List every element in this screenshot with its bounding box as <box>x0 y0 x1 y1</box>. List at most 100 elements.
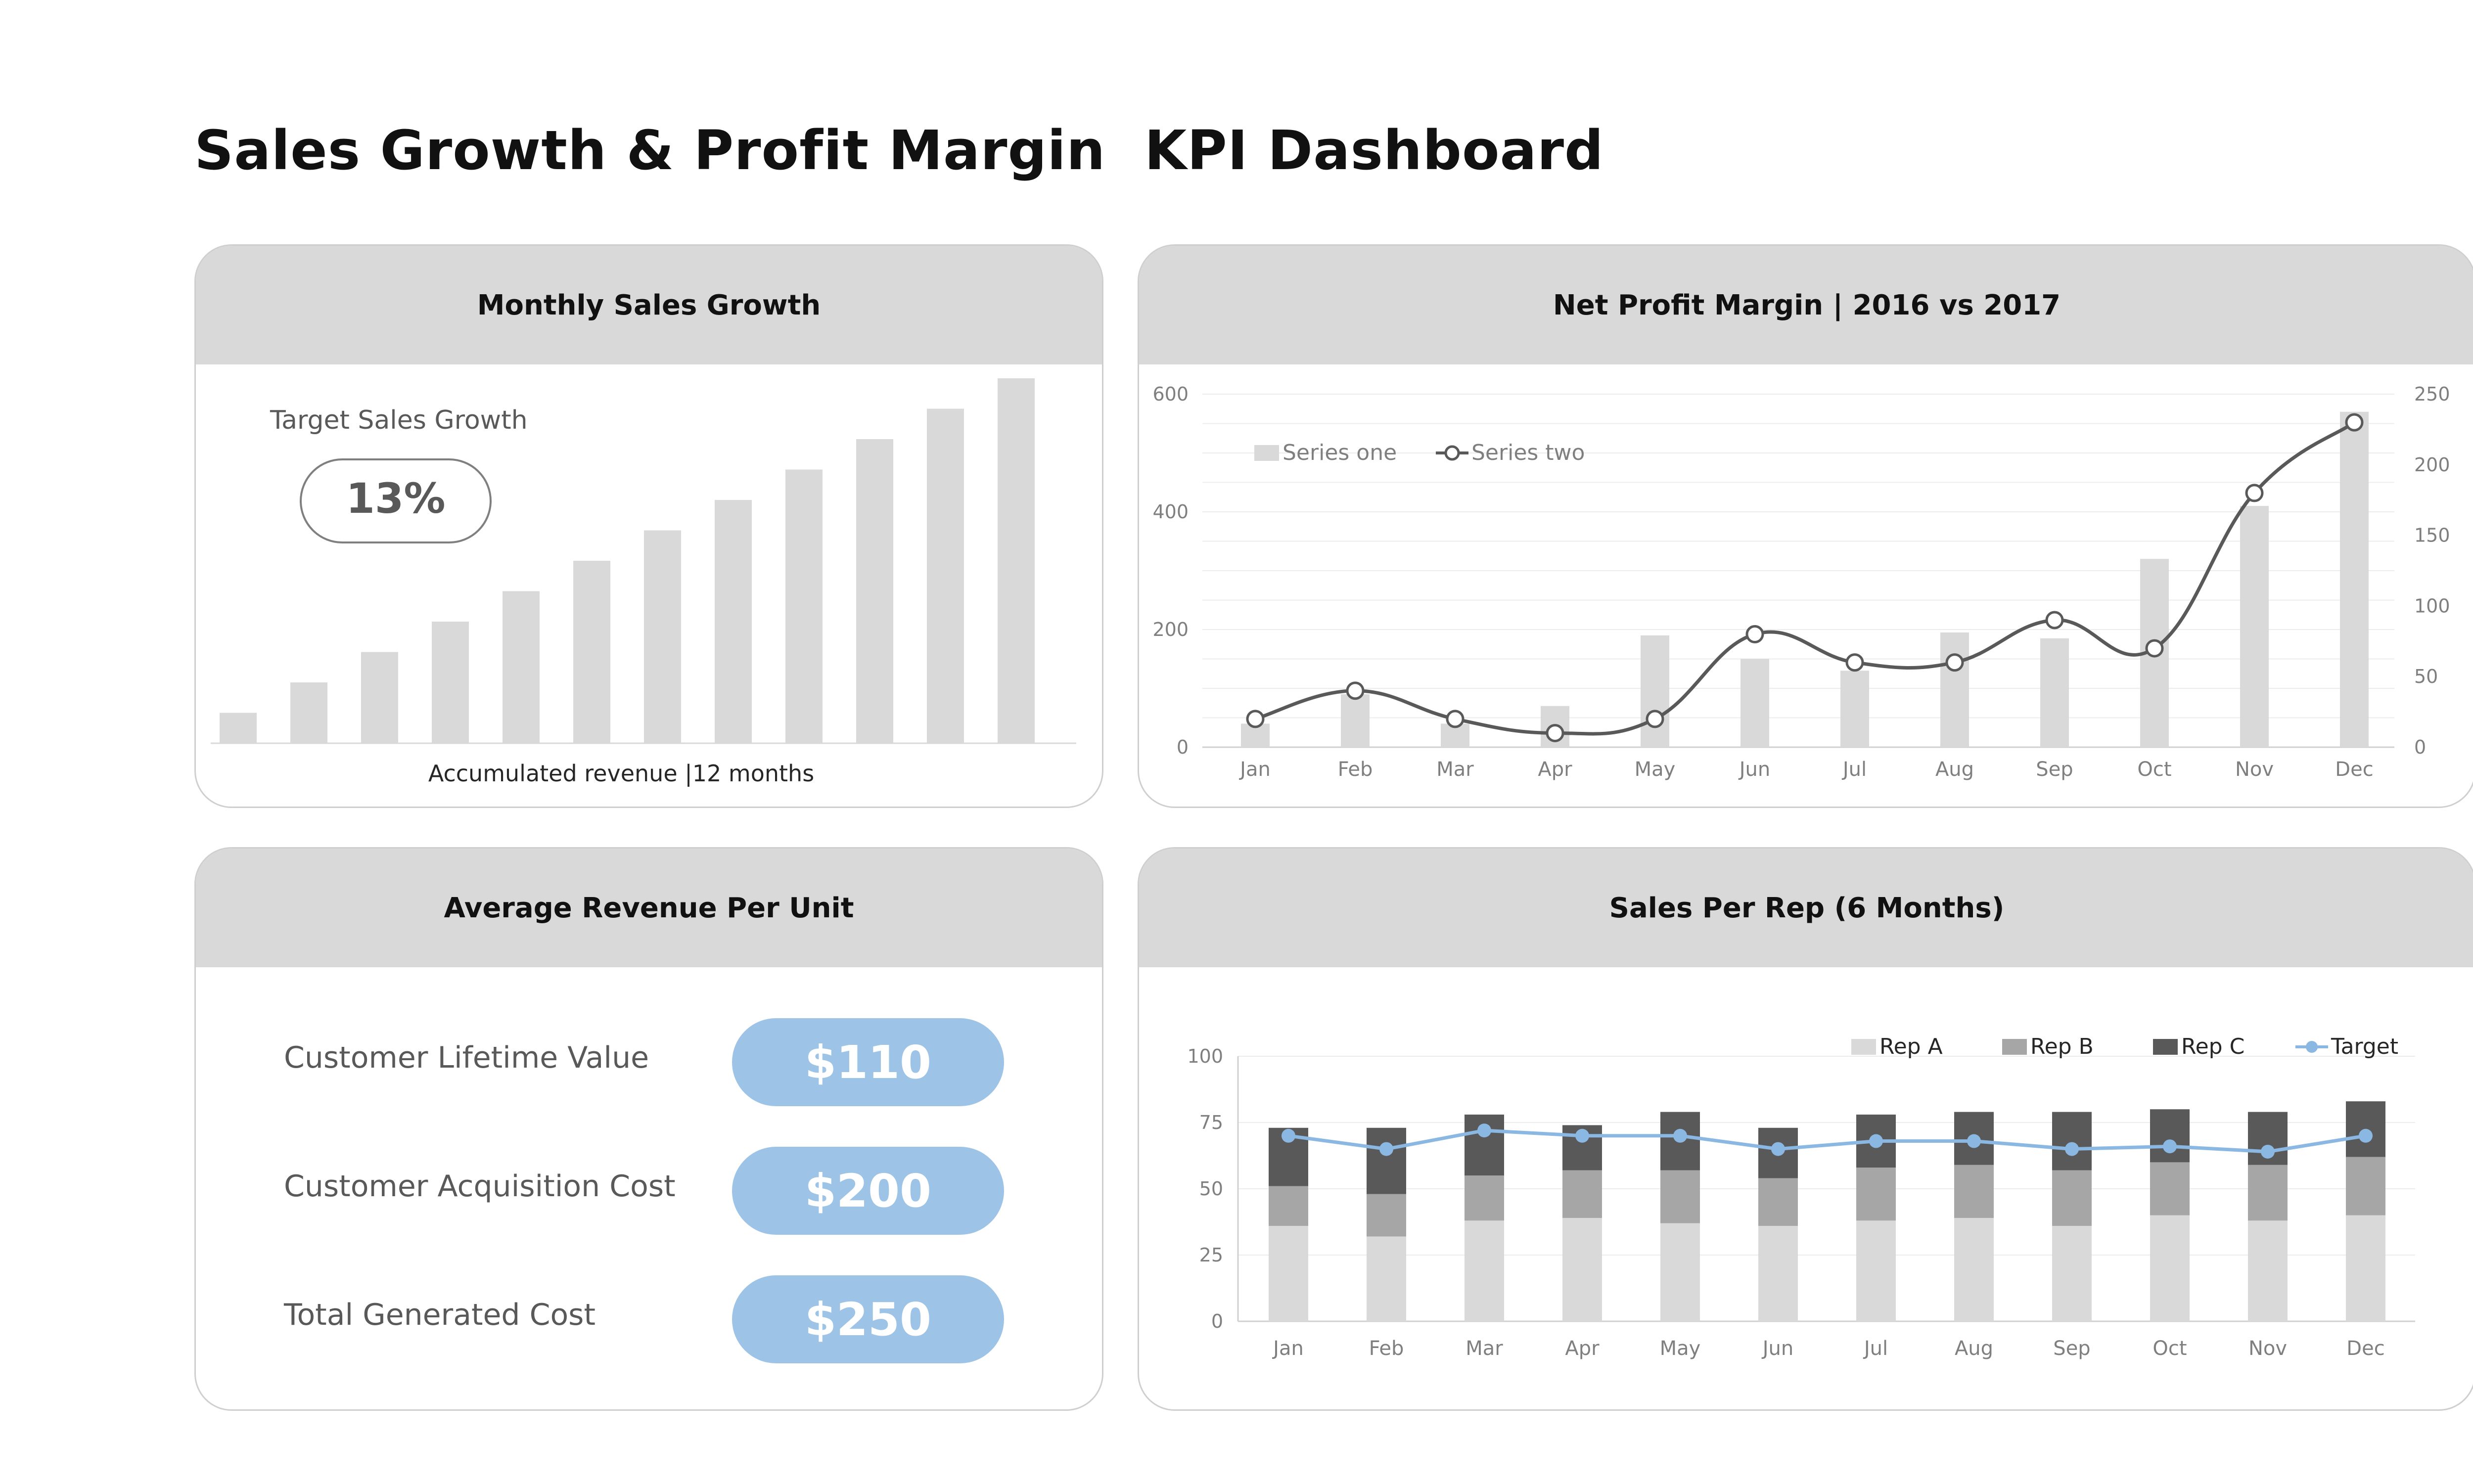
rep-b-bar <box>1954 1165 1994 1218</box>
rep-b-bar <box>1758 1178 1798 1226</box>
sales-bar <box>856 439 893 743</box>
net-profit-chart: 0 200 400 600 0 50 100 150 200 250 Jan Feb Mar Apr May… <box>1152 383 2450 781</box>
target-point <box>1575 1128 1589 1143</box>
sales-bar <box>644 530 681 743</box>
rep-b-bar <box>2052 1170 2092 1226</box>
rep-b-bar <box>1660 1170 1700 1223</box>
legend-label: Rep C <box>2181 1034 2244 1059</box>
sales-bar <box>715 500 752 743</box>
card-title: Net Profit Margin | 2016 vs 2017 <box>1553 289 2061 321</box>
sales-bar <box>220 713 257 743</box>
kpi-value-total-cost: $250 <box>732 1275 1004 1363</box>
y-right-tick: 250 <box>2414 383 2450 405</box>
rep-a-bar <box>1465 1220 1504 1321</box>
legend-series-one-swatch <box>1254 445 1279 461</box>
x-tick: Apr <box>1565 1337 1600 1360</box>
rep-c-bar <box>2150 1109 2190 1163</box>
series-two-point <box>2245 484 2264 502</box>
x-tick: Jan <box>1272 1337 1304 1360</box>
sales-bar <box>503 591 540 743</box>
series-one-bar <box>1341 694 1370 747</box>
legend-series-two-marker <box>1444 445 1460 461</box>
x-tick: Jan <box>1238 758 1271 781</box>
x-tick: Jul <box>1863 1337 1888 1360</box>
sales-bar <box>998 378 1035 743</box>
card-title: Sales Per Rep (6 Months) <box>1609 892 2005 924</box>
rep-b-bar <box>1465 1175 1504 1221</box>
target-sales-label: Target Sales Growth <box>270 405 528 435</box>
y-left-tick: 400 <box>1152 501 1189 523</box>
y-tick: 100 <box>1187 1045 1223 1067</box>
series-one-bar <box>2240 506 2269 747</box>
card-header: Sales Per Rep (6 Months) <box>1139 849 2473 967</box>
rep-a-bar <box>2248 1220 2288 1321</box>
target-point <box>1477 1124 1491 1138</box>
sales-bar <box>361 652 398 743</box>
sales-bar <box>927 408 964 743</box>
series-one-bar <box>1840 671 1869 747</box>
x-tick: Mar <box>1436 758 1474 781</box>
arpu-card: Average Revenue Per Unit Customer Lifeti… <box>194 847 1103 1411</box>
y-right-tick: 50 <box>2414 666 2438 687</box>
x-tick: Aug <box>1955 1337 1993 1360</box>
x-tick: Oct <box>2137 758 2171 781</box>
kpi-label-total-cost: Total Generated Cost <box>284 1298 595 1332</box>
rep-a-bar <box>1954 1217 1994 1321</box>
series-two-point <box>2345 413 2364 432</box>
rep-a-bar <box>1660 1223 1700 1321</box>
rep-a-bar <box>2346 1215 2385 1321</box>
rep-b-bar <box>1856 1168 1896 1221</box>
rep-a-bar <box>2150 1215 2190 1321</box>
sales-per-rep-card: Sales Per Rep (6 Months) 0 25 50 75 100 Jan Fe… <box>1138 847 2473 1411</box>
x-tick: Apr <box>1538 758 1572 781</box>
x-tick: Sep <box>2036 758 2073 781</box>
rep-b-bar <box>1562 1170 1602 1218</box>
legend-target-marker <box>2306 1041 2318 1053</box>
y-right-tick: 150 <box>2414 525 2450 546</box>
rep-a-bar <box>1758 1226 1798 1321</box>
x-tick: Nov <box>2248 1337 2287 1360</box>
legend-label: Target <box>2331 1034 2398 1059</box>
x-tick: Nov <box>2235 758 2274 781</box>
rep-b-bar <box>2248 1165 2288 1221</box>
series-two-point <box>1945 653 1964 672</box>
series-one-bar <box>2340 411 2369 747</box>
legend-series-two-label: Series two <box>1471 440 1585 465</box>
y-left-tick: 600 <box>1152 383 1189 405</box>
target-point <box>1967 1134 1981 1148</box>
legend-swatch <box>2153 1039 2178 1055</box>
x-tick: May <box>1660 1337 1701 1360</box>
x-tick: Sep <box>2053 1337 2090 1360</box>
kpi-label-lifetime-value: Customer Lifetime Value <box>284 1040 649 1075</box>
x-tick: Feb <box>1369 1337 1404 1360</box>
x-tick: Feb <box>1338 758 1373 781</box>
page-title: Sales Growth & Profit Margin KPI Dashboa… <box>194 119 1604 182</box>
target-line <box>1288 1128 2366 1154</box>
card-header: Average Revenue Per Unit <box>196 849 1102 967</box>
legend-swatch <box>1851 1039 1876 1055</box>
series-one-bar <box>2040 638 2069 747</box>
target-badge <box>300 458 492 543</box>
series-one-bar <box>1740 659 1769 747</box>
series-one-bar <box>1641 635 1669 747</box>
target-point <box>2261 1144 2275 1159</box>
x-tick: Oct <box>2152 1337 2187 1360</box>
kpi-value-lifetime-value: $110 <box>732 1018 1004 1106</box>
monthly-sales-chart: Target Sales Growth 13% Accumulated revenu… <box>211 378 1076 787</box>
y-tick: 75 <box>1199 1112 1223 1133</box>
rep-a-bar <box>1562 1217 1602 1321</box>
x-tick: Jun <box>1738 758 1771 781</box>
x-tick: Jul <box>1841 758 1867 781</box>
y-left-tick: 200 <box>1152 619 1189 640</box>
legend-series-one-label: Series one <box>1282 440 1397 465</box>
card-header: Net Profit Margin | 2016 vs 2017 <box>1139 246 2473 364</box>
target-point <box>2163 1139 2177 1154</box>
chart-caption: Accumulated revenue |12 months <box>428 760 814 787</box>
x-tick: Dec <box>2335 758 2373 781</box>
series-two-point <box>1546 723 1564 742</box>
kpi-value-acquisition-cost: $200 <box>732 1147 1004 1235</box>
sales-bar <box>432 622 469 743</box>
series-two-line <box>1255 421 2356 736</box>
target-point <box>2065 1142 2079 1156</box>
